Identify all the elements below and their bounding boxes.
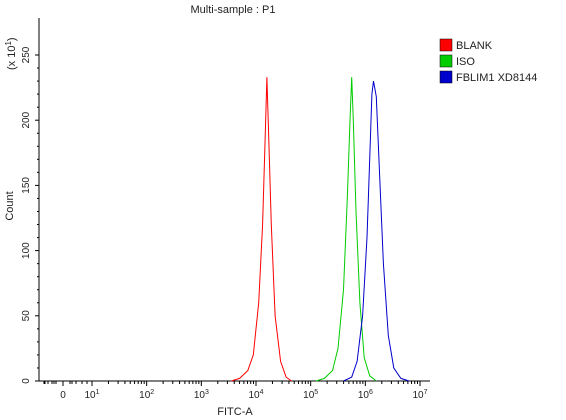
- series-lines-group: [231, 77, 410, 382]
- x-tick-label: 102: [139, 389, 154, 401]
- x-tick-label: 0: [60, 390, 66, 401]
- x-tick-label: 107: [412, 389, 427, 401]
- series-line-blank: [231, 77, 292, 382]
- legend-label-fblim1: FBLIM1 XD8144: [456, 72, 537, 84]
- y-axis-title: Count: [4, 191, 16, 220]
- y-ticks-group: 0 50 100 150 200 250: [21, 46, 39, 384]
- x-tick-label: 106: [358, 389, 373, 401]
- x-tick-label: 101: [84, 389, 99, 401]
- y-tick-label: 100: [21, 242, 32, 259]
- series-line-fblim1-xd8144: [343, 81, 410, 382]
- legend-swatch-iso: [439, 54, 453, 68]
- y-tick-label: 250: [21, 46, 32, 63]
- legend: BLANK ISO FBLIM1 XD8144: [439, 38, 537, 84]
- legend-label-iso: ISO: [456, 56, 475, 68]
- legend-swatch-fblim1: [439, 70, 453, 84]
- chart-title: Multi-sample : P1: [191, 4, 276, 16]
- y-tick-label: 0: [21, 378, 32, 384]
- x-tick-label: 104: [248, 389, 263, 401]
- y-tick-label: 150: [21, 177, 32, 194]
- x-tick-label: 103: [194, 389, 209, 401]
- x-tick-label: 105: [303, 389, 318, 401]
- y-tick-label: 200: [21, 111, 32, 128]
- x-axis-title: FITC-A: [217, 406, 253, 418]
- y-tick-label: 50: [21, 310, 32, 322]
- legend-label-blank: BLANK: [456, 40, 493, 52]
- series-line-iso: [315, 77, 377, 382]
- legend-swatch-blank: [439, 38, 453, 52]
- x-ticks-group: 0 101 102 103 104 105 106 107: [43, 381, 428, 401]
- y-multiplier-label: (x 101): [4, 37, 18, 70]
